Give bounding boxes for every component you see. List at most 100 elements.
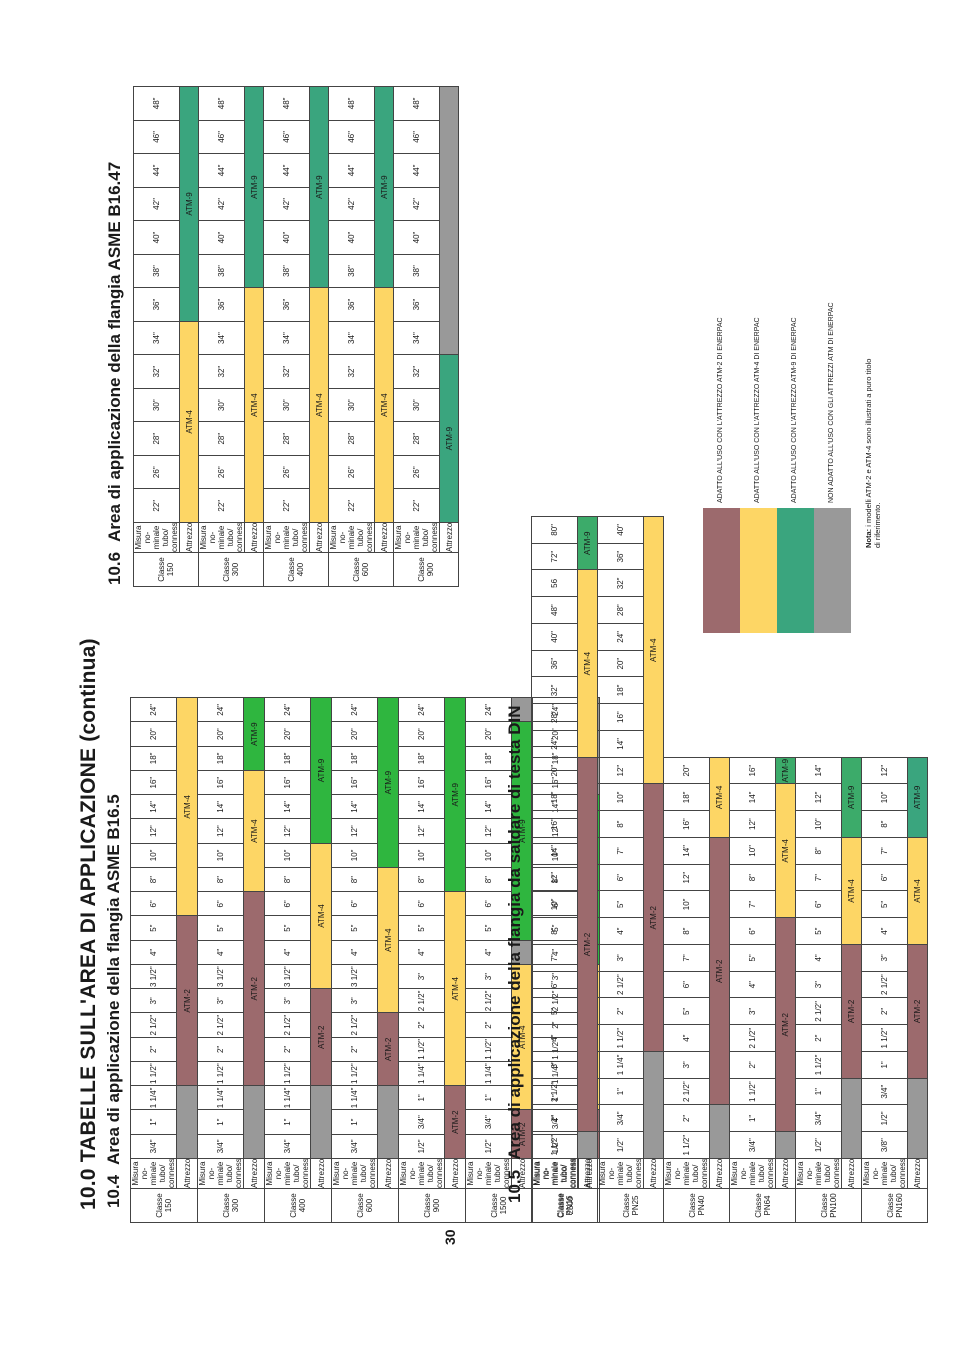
- tool-cell: ATM-9: [439, 354, 459, 523]
- legend-text: ADATTO ALL'USO CON L'ATTREZZO ATM-2 DI E…: [717, 317, 724, 503]
- size-cell: 16": [331, 770, 378, 795]
- size-cell: 16": [398, 770, 445, 795]
- tool-label: Attrezzo: [775, 1158, 796, 1189]
- legend-swatch: [703, 508, 740, 633]
- legend-item: ADATTO ALL'USO CON L'ATTREZZO ATM-4 DI E…: [740, 317, 777, 633]
- size-row: Classe 150 Misura no- minale tubo/ conness…: [133, 86, 199, 587]
- size-cell: 10": [861, 784, 908, 811]
- size-cell: 46": [263, 120, 310, 154]
- size-cell: 6": [264, 891, 311, 916]
- size-cell: 1/2": [597, 1131, 644, 1159]
- size-cell: 32": [198, 354, 245, 389]
- size-label: Misura no- minale tubo/ connessione: [130, 1158, 177, 1189]
- size-cell: 12": [795, 784, 842, 811]
- size-cell: 28": [393, 421, 440, 456]
- size-cell: 8": [531, 917, 578, 945]
- class-cell: Classe 900: [398, 1188, 466, 1223]
- legend-text: NON ADATTO ALL'USO CON GLI ATTREZZI ATM …: [828, 302, 835, 503]
- tool-row: Attrezzo ATM-4 ATM-9: [374, 86, 394, 587]
- size-row: Classe 150 Misura no- minale tubo/ conness…: [130, 697, 198, 1223]
- size-label: Misura no- minale tubo/ connessione: [264, 1158, 311, 1189]
- size-cell: 5": [130, 916, 177, 941]
- size-cell: 10": [663, 891, 710, 918]
- size-cell: 3/4": [398, 1110, 445, 1135]
- size-cell: 24": [130, 697, 177, 722]
- size-cell: 46": [133, 120, 180, 154]
- class-label: Classe: [287, 557, 296, 582]
- size-cell: 28": [328, 421, 375, 456]
- size-cell: 4": [597, 917, 644, 945]
- size-cell: 24": [398, 697, 445, 722]
- size-cell: 2": [331, 1037, 378, 1062]
- tool-label: Attrezzo: [179, 522, 199, 553]
- tool-label: Attrezzo: [310, 1158, 332, 1189]
- tool-label: Attrezzo: [176, 1158, 198, 1189]
- size-cell: 14": [597, 730, 644, 758]
- size-cell: 6": [398, 891, 445, 916]
- size-cell: 2": [130, 1037, 177, 1062]
- size-cell: 18": [531, 784, 578, 811]
- size-cell: 18": [663, 784, 710, 811]
- class-label: Classe: [157, 557, 166, 582]
- size-cell: 4": [264, 940, 311, 965]
- size-cell: 4": [130, 940, 177, 965]
- size-row: Classe 600 Misura no- minale tubo/ conness…: [328, 86, 394, 587]
- size-cell: 38": [198, 254, 245, 288]
- size-cell: 12": [197, 819, 244, 844]
- tool-cell: [176, 1085, 198, 1159]
- size-cell: 18": [264, 746, 311, 771]
- size-cell: 44": [198, 153, 245, 188]
- size-cell: 38": [133, 254, 180, 288]
- tool-label: Attrezzo: [243, 1158, 265, 1189]
- size-cell: 32": [597, 570, 644, 597]
- size-cell: 44": [133, 153, 180, 188]
- size-cell: 12": [264, 819, 311, 844]
- size-cell: 1 1/4": [597, 1051, 644, 1079]
- size-cell: 4": [398, 940, 445, 965]
- class-value: 600: [365, 1198, 374, 1213]
- size-cell: 26": [198, 455, 245, 489]
- size-cell: 10": [531, 891, 578, 918]
- tool-label: Attrezzo: [444, 1158, 466, 1189]
- size-cell: 12": [597, 757, 644, 784]
- size-cell: 1 1/2": [264, 1061, 311, 1086]
- tool-cell: ATM-9: [444, 697, 466, 892]
- note-label: Nota:: [864, 528, 873, 548]
- size-cell: 20": [264, 722, 311, 747]
- size-cell: 28": [263, 421, 310, 456]
- size-cell: 40": [198, 220, 245, 255]
- tool-cell: ATM-9: [577, 516, 598, 570]
- section-title-text: Area di applicazione della flangia ASME …: [104, 794, 123, 1165]
- size-cell: 4": [795, 944, 842, 972]
- class-value: PN100: [828, 1193, 838, 1218]
- size-cell: 12": [729, 810, 776, 838]
- class-value: 400: [298, 1198, 307, 1213]
- size-cell: 10": [130, 843, 177, 868]
- legend-swatch: [814, 508, 851, 633]
- size-cell: 16": [264, 770, 311, 795]
- size-cell: 16": [597, 703, 644, 731]
- size-cell: 1 1/4": [197, 1085, 244, 1110]
- class-cell: Classe 150: [130, 1188, 198, 1223]
- size-cell: 56: [531, 570, 578, 597]
- size-cell: 14": [729, 784, 776, 811]
- size-cell: 4": [531, 1024, 578, 1052]
- size-cell: 24": [531, 730, 578, 758]
- size-label: Misura no- minale tubo/ connessione: [398, 1158, 445, 1189]
- tool-cell: ATM-2: [310, 988, 332, 1086]
- size-row: Classe 900 Misura no- minale tubo/ conness…: [398, 697, 466, 1223]
- section-title-10-6: 10.6 Area di applicazione della flangia A…: [105, 162, 125, 585]
- size-cell: 12": [130, 819, 177, 844]
- tool-cell: [709, 1105, 730, 1159]
- size-cell: 1 1/4": [331, 1085, 378, 1110]
- class-cell: Classe PN100: [795, 1188, 862, 1223]
- size-cell: 1 1/2": [130, 1061, 177, 1086]
- size-cell: 7": [597, 837, 644, 865]
- size-cell: 1": [398, 1085, 445, 1110]
- tool-cell: ATM-2: [841, 944, 862, 1079]
- size-cell: 2": [531, 1105, 578, 1132]
- size-cell: 3": [197, 988, 244, 1013]
- tool-cell: [310, 1085, 332, 1159]
- size-cell: 2 1/2": [331, 1013, 378, 1038]
